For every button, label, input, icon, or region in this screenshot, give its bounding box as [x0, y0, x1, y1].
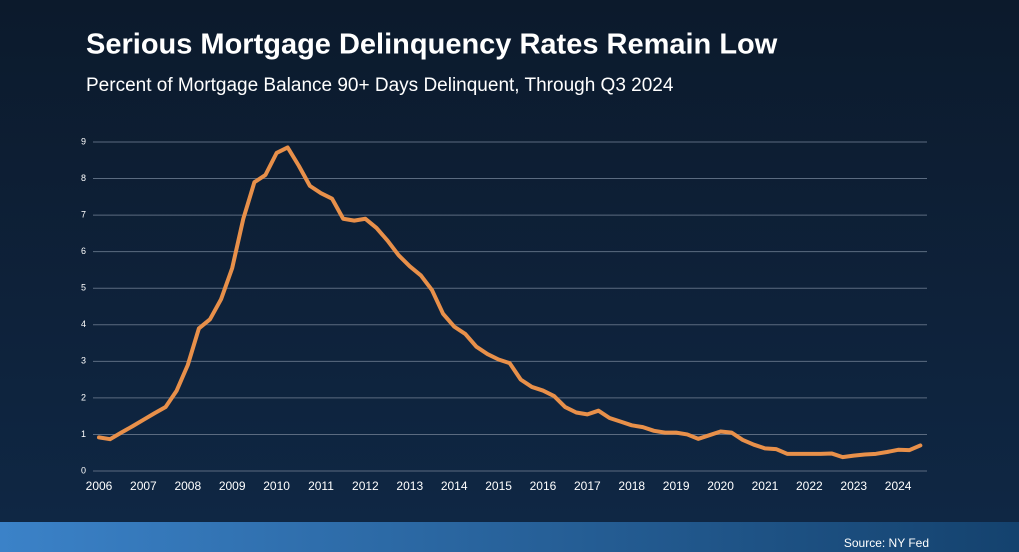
- y-tick-label: 5: [81, 283, 86, 293]
- x-tick-label: 2011: [308, 479, 334, 493]
- x-tick-label: 2015: [485, 479, 512, 493]
- x-tick-label: 2023: [840, 479, 867, 493]
- x-tick-label: 2022: [796, 479, 823, 493]
- x-tick-label: 2018: [618, 479, 645, 493]
- background: [0, 0, 1019, 522]
- y-tick-label: 6: [81, 246, 86, 256]
- footer-band: [0, 522, 1019, 552]
- x-tick-label: 2017: [574, 479, 601, 493]
- x-tick-label: 2007: [130, 479, 157, 493]
- x-tick-label: 2024: [885, 479, 912, 493]
- x-tick-label: 2009: [219, 479, 246, 493]
- x-tick-label: 2013: [396, 479, 423, 493]
- x-tick-label: 2020: [707, 479, 734, 493]
- y-tick-label: 9: [81, 136, 86, 146]
- x-tick-label: 2010: [263, 479, 290, 493]
- x-tick-label: 2008: [174, 479, 201, 493]
- chart-title: Serious Mortgage Delinquency Rates Remai…: [86, 29, 778, 61]
- y-tick-label: 2: [81, 392, 86, 402]
- y-tick-label: 3: [81, 356, 86, 366]
- x-tick-label: 2014: [441, 479, 468, 493]
- x-tick-label: 2019: [663, 479, 690, 493]
- y-tick-label: 8: [81, 173, 86, 183]
- y-tick-label: 1: [81, 429, 86, 439]
- x-tick-label: 2016: [530, 479, 557, 493]
- x-tick-label: 2012: [352, 479, 379, 493]
- y-tick-label: 7: [81, 209, 86, 219]
- y-tick-label: 0: [81, 465, 86, 475]
- y-tick-label: 4: [81, 319, 86, 329]
- x-tick-label: 2021: [752, 479, 779, 493]
- x-tick-label: 2006: [86, 479, 113, 493]
- chart-subtitle: Percent of Mortgage Balance 90+ Days Del…: [86, 75, 674, 96]
- source: Source: NY Fed: [844, 536, 929, 550]
- data-line: [97, 145, 923, 460]
